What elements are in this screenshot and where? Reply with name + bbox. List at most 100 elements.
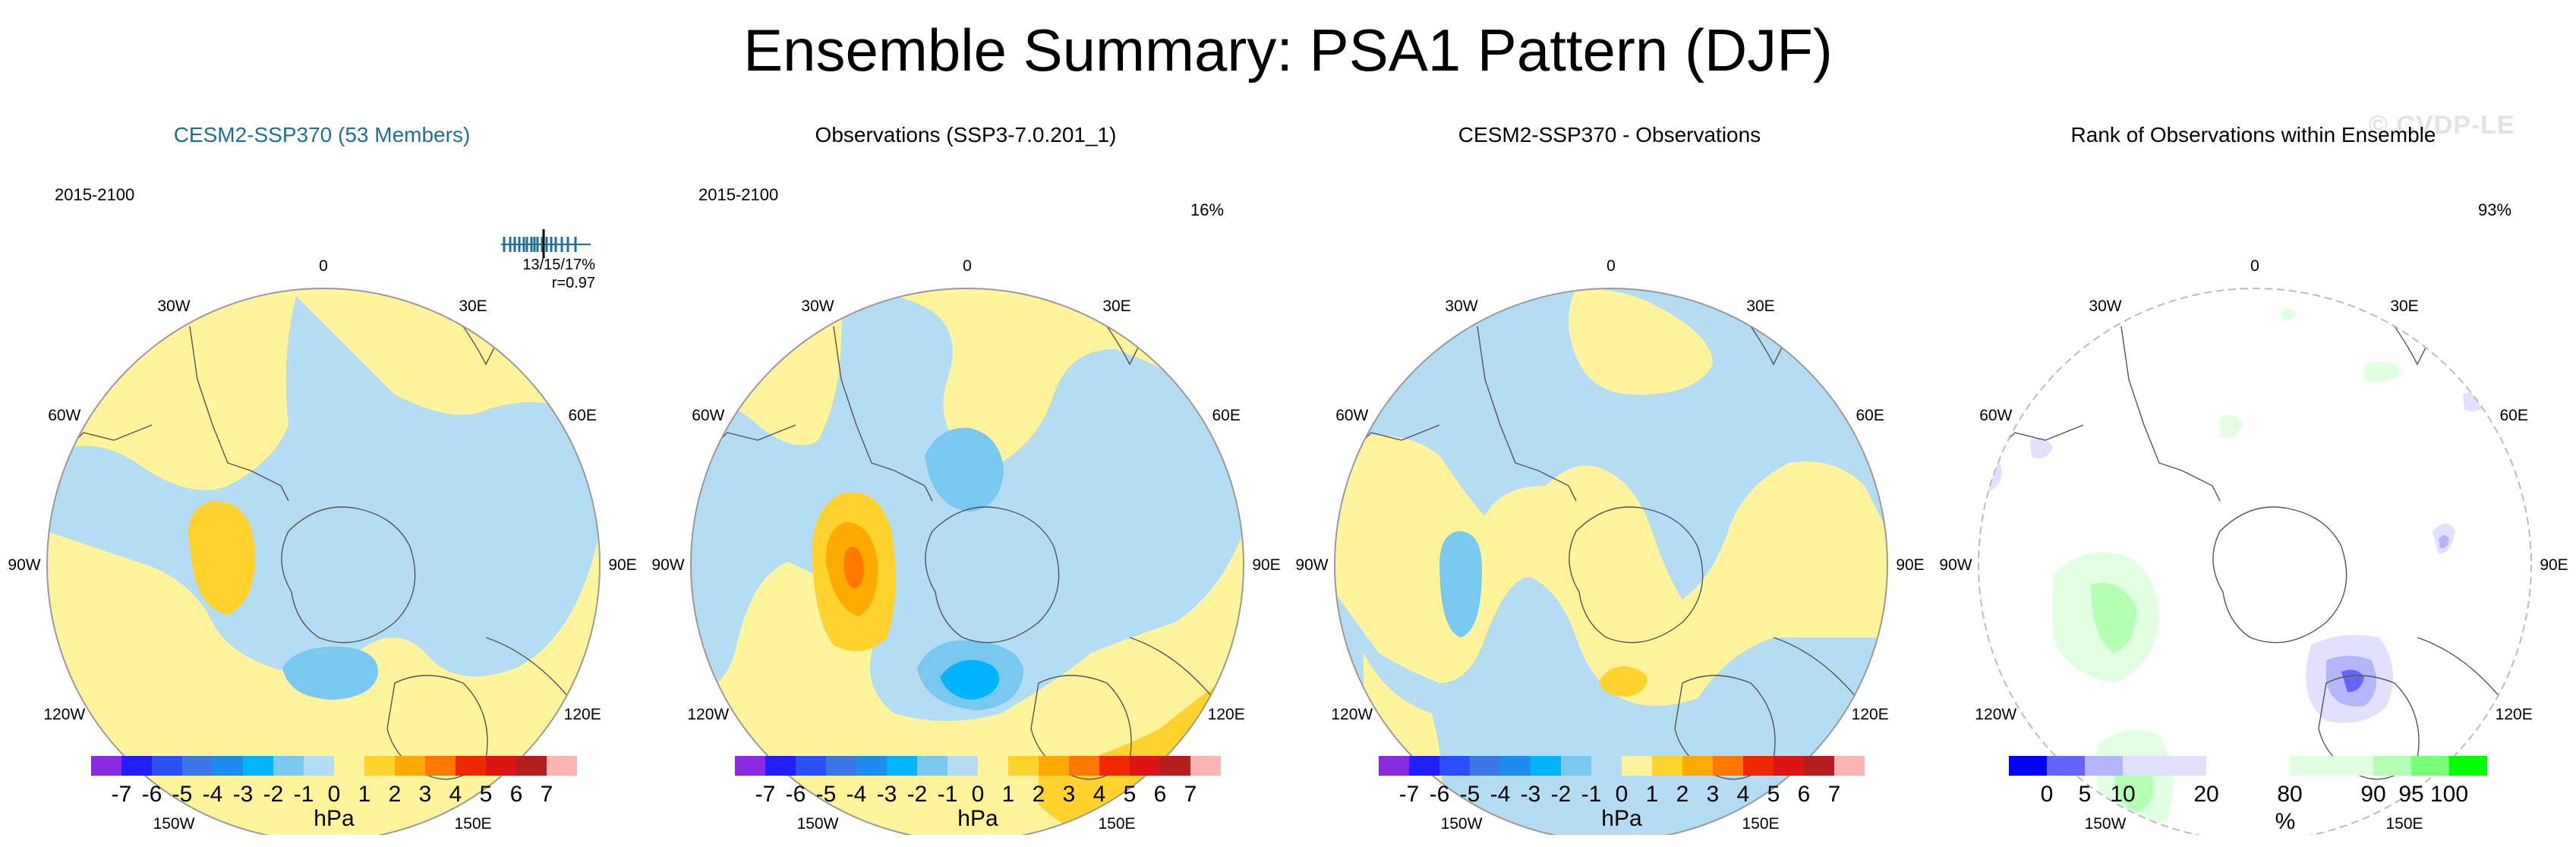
longitude-label: 120E bbox=[1852, 706, 1889, 723]
colorbar-tick: -6 bbox=[1430, 782, 1450, 807]
colorbar-tick: -4 bbox=[847, 782, 867, 807]
coastline bbox=[833, 326, 933, 502]
contour-region bbox=[1599, 666, 1647, 697]
colorbar-tick: -5 bbox=[172, 782, 193, 807]
coastline bbox=[281, 506, 416, 644]
rank-region bbox=[2220, 414, 2243, 438]
coastline bbox=[1129, 637, 1214, 699]
colorbar-swatch bbox=[91, 756, 121, 776]
colorbar-tick: 3 bbox=[1707, 782, 1720, 807]
longitude-label: 90W bbox=[651, 556, 684, 574]
map-border bbox=[1334, 288, 1888, 835]
colorbar-tick: -4 bbox=[203, 782, 223, 807]
colorbar: 0 5 10 20 80 90 95 100% bbox=[2009, 756, 2487, 834]
longitude-label: 90E bbox=[2540, 556, 2568, 574]
rank-region bbox=[2281, 307, 2296, 321]
colorbar-swatch bbox=[1591, 756, 1622, 776]
colorbar-tick: 5 bbox=[1767, 782, 1780, 807]
colorbar-units: hPa bbox=[957, 806, 998, 831]
colorbar-tick: -1 bbox=[1581, 782, 1602, 807]
longitude-label: 30E bbox=[1102, 298, 1130, 315]
rank-region bbox=[2030, 437, 2053, 459]
colorbar: -7 -6 -5 -4 -3 -2 -1 0 1 2 3 4 5 6 7 hPa bbox=[91, 756, 577, 831]
longitude-label: 150E bbox=[2385, 815, 2423, 833]
colorbar-tick: 80 bbox=[2277, 782, 2302, 807]
colorbar-tick: -5 bbox=[816, 782, 837, 807]
rank-region bbox=[2364, 361, 2402, 383]
colorbar-swatch bbox=[978, 756, 1008, 776]
contour-region bbox=[47, 296, 600, 677]
panel-title: CESM2-SSP370 - Observations bbox=[1458, 123, 1761, 146]
colorbar-tick: -7 bbox=[112, 782, 132, 807]
longitude-label: 120W bbox=[1975, 706, 2016, 723]
coastline bbox=[189, 326, 289, 502]
colorbar-tick: -5 bbox=[1460, 782, 1480, 807]
watermark: © CVDP-LE bbox=[2369, 111, 2515, 140]
contour-region bbox=[1569, 288, 1713, 395]
colorbar-tick: -6 bbox=[142, 782, 162, 807]
colorbar-tick: 10 bbox=[2110, 782, 2135, 807]
contour-region bbox=[282, 646, 379, 700]
rank-region bbox=[2114, 764, 2154, 812]
colorbar-tick: 1 bbox=[358, 782, 371, 807]
colorbar-swatch bbox=[395, 756, 425, 776]
colorbar-swatch bbox=[243, 756, 273, 776]
panel-title: CESM2-SSP370 (53 Members) bbox=[173, 123, 471, 146]
colorbar-tick: 7 bbox=[1828, 782, 1841, 807]
colorbar-swatch bbox=[1039, 756, 1069, 776]
colorbar-swatch bbox=[2206, 756, 2290, 776]
colorbar-tick: 3 bbox=[1063, 782, 1076, 807]
colorbar-swatch bbox=[1652, 756, 1682, 776]
colorbar-swatch bbox=[735, 756, 765, 776]
colorbar-tick: -3 bbox=[877, 782, 897, 807]
longitude-label: 60E bbox=[1212, 407, 1241, 424]
colorbar-swatch bbox=[887, 756, 917, 776]
coastline bbox=[1773, 637, 1858, 699]
panel-difference: 030E60E90E120E150E180150W120W90W60W30W-7… bbox=[1288, 106, 1931, 847]
longitude-label: 60E bbox=[1856, 407, 1884, 424]
longitude-label: 150W bbox=[1441, 815, 1483, 833]
map-border bbox=[690, 288, 1244, 835]
ensemble-stats: 13/15/17% r=0.97 bbox=[462, 182, 595, 291]
longitude-label: 120W bbox=[43, 706, 85, 723]
colorbar-tick: 90 bbox=[2360, 782, 2385, 807]
colorbar-tick: 4 bbox=[449, 782, 462, 807]
colorbar-swatch bbox=[2047, 756, 2085, 776]
rank-region bbox=[2091, 583, 2136, 653]
colorbar-tick: 5 bbox=[1124, 782, 1137, 807]
colorbar-tick: 0 bbox=[1616, 782, 1629, 807]
colorbar-swatch bbox=[152, 756, 182, 776]
colorbar-tick: -2 bbox=[907, 782, 928, 807]
longitude-label: 60E bbox=[569, 407, 597, 424]
colorbar-swatch bbox=[2009, 756, 2047, 776]
colorbar-swatch bbox=[1500, 756, 1531, 776]
rank-region bbox=[2439, 535, 2449, 549]
colorbar-swatch bbox=[364, 756, 395, 776]
stats-percentiles: 13/15/17% bbox=[522, 257, 595, 273]
longitude-label: 120E bbox=[1208, 706, 1245, 723]
longitude-label: 90E bbox=[1896, 556, 1924, 574]
colorbar-swatch bbox=[2449, 756, 2487, 776]
colorbar-swatch bbox=[1470, 756, 1500, 776]
colorbar-swatch bbox=[1069, 756, 1099, 776]
colorbar-swatch bbox=[1682, 756, 1713, 776]
longitude-label: 90W bbox=[8, 556, 40, 574]
longitude-label: 30W bbox=[2089, 298, 2121, 315]
polar-map: 030E60E90E120E150E180150W120W90W60W30W bbox=[651, 257, 1281, 835]
longitude-label: 60W bbox=[692, 407, 724, 424]
longitude-label: 30W bbox=[1445, 298, 1477, 315]
colorbar-tick: 1 bbox=[1646, 782, 1659, 807]
colorbar-swatch bbox=[917, 756, 947, 776]
colorbar-swatch bbox=[1190, 756, 1221, 776]
panel-observations: 030E60E90E120E150E180150W120W90W60W30W-7… bbox=[644, 106, 1288, 847]
colorbar-swatch bbox=[1713, 756, 1743, 776]
rank-percent: 93% bbox=[2478, 200, 2512, 219]
colorbar-tick: 6 bbox=[1154, 782, 1167, 807]
colorbar-swatch bbox=[1743, 756, 1774, 776]
colorbar-tick: 5 bbox=[2079, 782, 2092, 807]
colorbar-tick: 0 bbox=[328, 782, 341, 807]
colorbar-swatch bbox=[1531, 756, 1561, 776]
contour-region bbox=[925, 427, 1004, 512]
colorbar-tick: 6 bbox=[1798, 782, 1811, 807]
coastline bbox=[925, 506, 1060, 644]
